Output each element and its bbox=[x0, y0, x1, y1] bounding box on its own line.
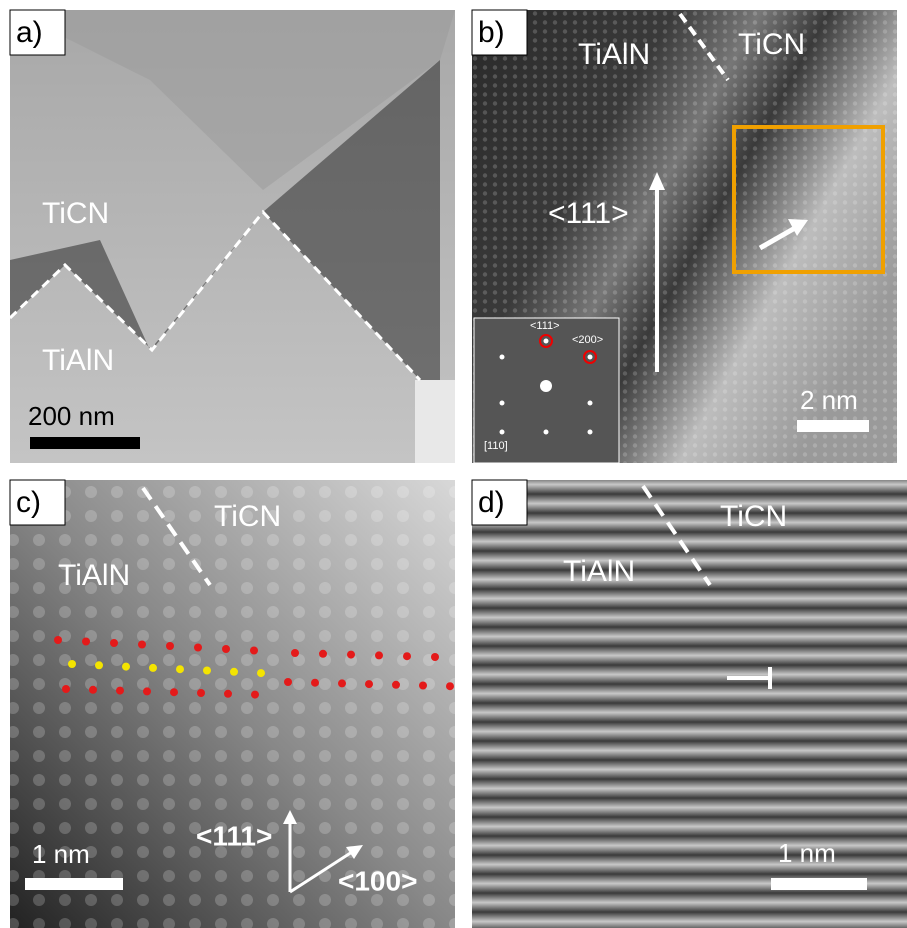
atom-marker bbox=[251, 691, 259, 699]
phase-label: TiAlN bbox=[578, 38, 650, 71]
fft-spot bbox=[500, 401, 505, 406]
atom-marker bbox=[62, 685, 70, 693]
phase-label: TiCN bbox=[720, 500, 787, 533]
direction-label: <111> bbox=[548, 197, 629, 230]
scale-bar bbox=[797, 420, 869, 432]
zone-axis: [110] bbox=[484, 440, 508, 452]
atom-marker bbox=[250, 647, 258, 655]
phase-label: TiCN bbox=[214, 500, 281, 533]
atom-marker bbox=[166, 642, 174, 650]
atom-marker bbox=[68, 660, 76, 668]
scale-label: 200 nm bbox=[28, 401, 115, 431]
atom-marker bbox=[284, 678, 292, 686]
atom-marker bbox=[365, 680, 373, 688]
atom-marker bbox=[149, 664, 157, 672]
atom-marker bbox=[194, 644, 202, 652]
scale-label: 2 nm bbox=[800, 385, 858, 415]
fft-center bbox=[540, 380, 552, 392]
phase-label: TiCN bbox=[42, 197, 109, 230]
panel-a: a) TiCN TiAlN 200 nm bbox=[10, 10, 455, 463]
atom-marker bbox=[89, 686, 97, 694]
fft-spot bbox=[588, 355, 593, 360]
panel-d: TiCN TiAlN 1 nm bbox=[472, 480, 907, 928]
atom-marker bbox=[170, 688, 178, 696]
atom-marker bbox=[122, 663, 130, 671]
phase-label: TiAlN bbox=[58, 559, 130, 592]
fft-spot bbox=[544, 430, 549, 435]
panel-label: a) bbox=[16, 16, 43, 49]
atom-marker bbox=[291, 649, 299, 657]
figure: a) TiCN TiAlN 200 nm TiAlN TiCN <111> 2 … bbox=[0, 0, 907, 928]
fft-spot bbox=[588, 401, 593, 406]
phase-label: TiCN bbox=[738, 28, 805, 61]
scale-label: 1 nm bbox=[32, 839, 90, 869]
fft-inset: <111> <200> [110] bbox=[474, 318, 619, 463]
phase-label: TiAlN bbox=[42, 344, 114, 377]
panel-label: d) bbox=[478, 486, 505, 519]
scale-bar bbox=[25, 878, 123, 890]
atom-marker bbox=[110, 639, 118, 647]
atom-marker bbox=[95, 661, 103, 669]
atom-marker bbox=[176, 665, 184, 673]
atom-marker bbox=[82, 638, 90, 646]
atom-marker bbox=[138, 641, 146, 649]
atom-marker bbox=[403, 652, 411, 660]
atom-marker bbox=[347, 651, 355, 659]
atom-marker bbox=[319, 650, 327, 658]
direction-label: <100> bbox=[338, 865, 417, 896]
atom-marker bbox=[224, 690, 232, 698]
substrate bbox=[415, 380, 455, 463]
panel-c: TiCN TiAlN 1 nm <111> <100> bbox=[10, 480, 455, 928]
atom-marker bbox=[392, 681, 400, 689]
atom-marker bbox=[197, 689, 205, 697]
phase-label: TiAlN bbox=[563, 555, 635, 588]
scale-bar bbox=[30, 437, 140, 449]
panel-label: c) bbox=[16, 486, 41, 519]
direction-label: <111> bbox=[196, 820, 272, 851]
fft-spot bbox=[544, 339, 549, 344]
fft-spot bbox=[500, 430, 505, 435]
spot-label: <200> bbox=[572, 334, 603, 346]
scale-bar bbox=[771, 878, 867, 890]
atom-marker bbox=[143, 687, 151, 695]
atom-marker bbox=[222, 645, 230, 653]
atom-marker bbox=[311, 679, 319, 687]
atom-marker bbox=[419, 682, 427, 690]
scale-label: 1 nm bbox=[778, 838, 836, 868]
atom-marker bbox=[431, 653, 439, 661]
spot-label: <111> bbox=[530, 320, 560, 332]
atom-marker bbox=[375, 651, 383, 659]
filtered-image bbox=[472, 480, 907, 928]
atom-marker bbox=[338, 679, 346, 687]
atom-marker bbox=[203, 667, 211, 675]
fft-spot bbox=[588, 430, 593, 435]
atom-marker bbox=[446, 682, 454, 690]
atom-marker bbox=[116, 687, 124, 695]
fft-spot bbox=[500, 355, 505, 360]
atom-marker bbox=[257, 669, 265, 677]
panel-label: b) bbox=[478, 16, 505, 49]
panel-b: TiAlN TiCN <111> 2 nm <111> <200> [110] … bbox=[472, 10, 897, 463]
atom-marker bbox=[230, 668, 238, 676]
atom-marker bbox=[54, 636, 62, 644]
